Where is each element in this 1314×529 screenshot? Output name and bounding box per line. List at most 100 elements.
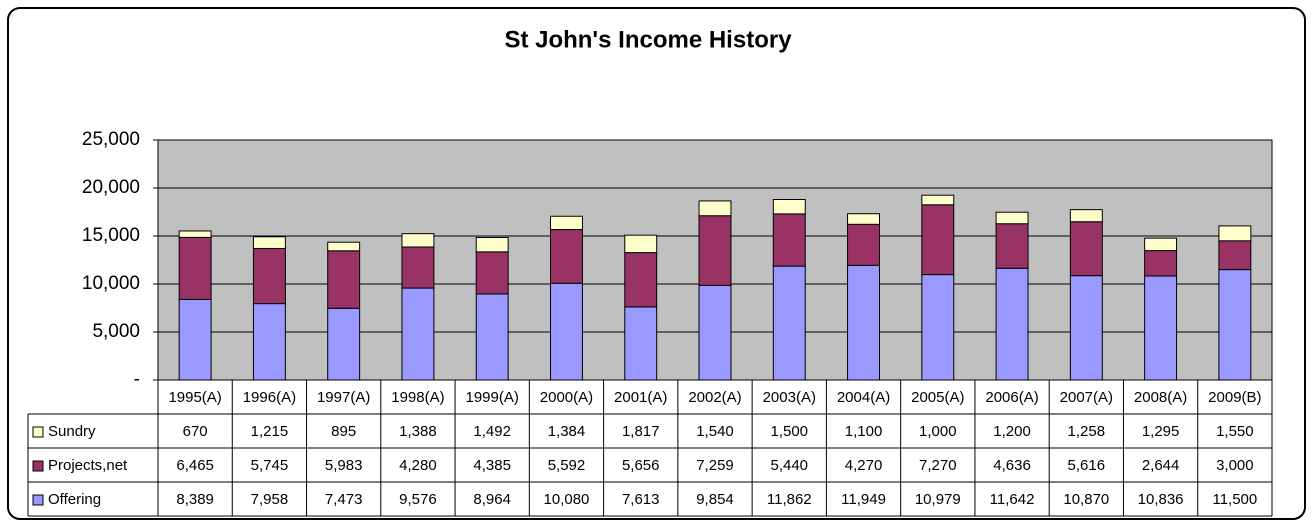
bar-segment xyxy=(847,264,881,381)
data-label: 895 xyxy=(331,423,356,440)
x-tick-label: 2008(A) xyxy=(1134,389,1187,406)
data-label: 1,550 xyxy=(1216,423,1254,440)
data-label: 4,385 xyxy=(473,457,511,474)
x-tick-label: 1996(A) xyxy=(243,389,296,406)
data-label: 5,656 xyxy=(622,457,660,474)
bar-segment xyxy=(624,306,658,381)
data-label: 10,870 xyxy=(1063,491,1109,508)
bar-segment xyxy=(1069,221,1103,277)
bar-segment xyxy=(178,236,212,300)
bar-segment xyxy=(772,265,806,381)
x-tick-label: 1995(A) xyxy=(168,389,221,406)
bar-segment xyxy=(252,247,286,305)
bar-segment xyxy=(772,199,806,215)
data-label: 10,836 xyxy=(1138,491,1184,508)
data-label: 3,000 xyxy=(1216,457,1254,474)
data-label: 1,817 xyxy=(622,423,660,440)
y-tick-label: 15,000 xyxy=(82,225,140,246)
data-label: 1,388 xyxy=(399,423,437,440)
bar-segment xyxy=(1144,237,1178,252)
bar-segment xyxy=(178,298,212,381)
bar-segment xyxy=(624,234,658,254)
data-label: 4,636 xyxy=(993,457,1031,474)
x-tick-label: 2002(A) xyxy=(688,389,741,406)
y-tick-label: - xyxy=(134,369,140,390)
bar-segment xyxy=(1069,275,1103,381)
data-label: 1,258 xyxy=(1068,423,1106,440)
bar-segment xyxy=(401,287,435,381)
data-label: 11,862 xyxy=(767,491,812,508)
legend-key xyxy=(32,460,44,472)
y-tick-label: 10,000 xyxy=(82,273,140,294)
y-tick-label: 25,000 xyxy=(82,129,140,150)
bar-segment xyxy=(475,251,509,295)
bar-segment xyxy=(475,293,509,381)
bar-segment xyxy=(327,241,361,252)
bar-segment xyxy=(1218,269,1252,381)
data-label: 2,644 xyxy=(1142,457,1180,474)
data-label: 11,949 xyxy=(841,491,886,508)
data-label: 4,270 xyxy=(845,457,883,474)
data-label: 1,492 xyxy=(473,423,511,440)
x-tick-label: 1997(A) xyxy=(317,389,370,406)
data-label: 8,964 xyxy=(473,491,511,508)
data-label: 7,473 xyxy=(325,491,363,508)
data-label: 1,200 xyxy=(993,423,1031,440)
data-label: 7,270 xyxy=(919,457,957,474)
data-label: 4,280 xyxy=(399,457,437,474)
data-label: 9,576 xyxy=(399,491,437,508)
data-label: 10,979 xyxy=(915,491,961,508)
bar-segment xyxy=(549,215,583,231)
bar-segment xyxy=(327,250,361,309)
bar-segment xyxy=(995,211,1029,225)
legend-key xyxy=(32,426,44,438)
data-label: 7,958 xyxy=(251,491,289,508)
data-label: 11,642 xyxy=(990,491,1035,508)
data-label: 1,540 xyxy=(696,423,734,440)
bar-segment xyxy=(475,237,509,253)
bar-segment xyxy=(772,213,806,267)
data-label: 5,440 xyxy=(770,457,808,474)
data-label: 5,745 xyxy=(251,457,289,474)
data-label: 7,613 xyxy=(622,491,660,508)
legend-key xyxy=(32,494,44,506)
data-label: 1,500 xyxy=(770,423,808,440)
bar-segment xyxy=(921,274,955,381)
y-tick-label: 5,000 xyxy=(92,321,140,342)
data-label: 5,592 xyxy=(548,457,586,474)
x-tick-label: 2009(B) xyxy=(1208,389,1261,406)
data-label: 1,215 xyxy=(251,423,289,440)
x-tick-label: 2003(A) xyxy=(763,389,816,406)
x-tick-label: 1999(A) xyxy=(466,389,519,406)
data-label: 10,080 xyxy=(544,491,590,508)
bar-segment xyxy=(327,307,361,381)
bar-segment xyxy=(1069,209,1103,223)
bar-segment xyxy=(549,229,583,284)
data-label: 1,384 xyxy=(548,423,586,440)
x-tick-label: 1998(A) xyxy=(391,389,444,406)
bar-segment xyxy=(1144,275,1178,381)
bar-segment xyxy=(401,233,435,248)
y-tick-label: 20,000 xyxy=(82,177,140,198)
data-label: 1,100 xyxy=(845,423,883,440)
x-tick-label: 2001(A) xyxy=(614,389,667,406)
bar-segment xyxy=(624,252,658,308)
x-tick-label: 2000(A) xyxy=(540,389,593,406)
bar-segment xyxy=(995,223,1029,269)
data-label: 7,259 xyxy=(696,457,734,474)
bar-segment xyxy=(847,213,881,225)
x-tick-label: 2006(A) xyxy=(985,389,1038,406)
bar-segment xyxy=(1218,240,1252,271)
bar-segment xyxy=(847,223,881,266)
bar-segment xyxy=(401,246,435,289)
bar-segment xyxy=(995,267,1029,381)
data-label: 5,616 xyxy=(1068,457,1106,474)
x-tick-label: 2004(A) xyxy=(837,389,890,406)
data-label: 11,500 xyxy=(1212,491,1257,508)
x-tick-label: 2005(A) xyxy=(911,389,964,406)
bar-segment xyxy=(1144,250,1178,277)
legend-label: Projects,net xyxy=(48,457,128,474)
bar-segment xyxy=(549,282,583,381)
data-label: 8,389 xyxy=(176,491,214,508)
